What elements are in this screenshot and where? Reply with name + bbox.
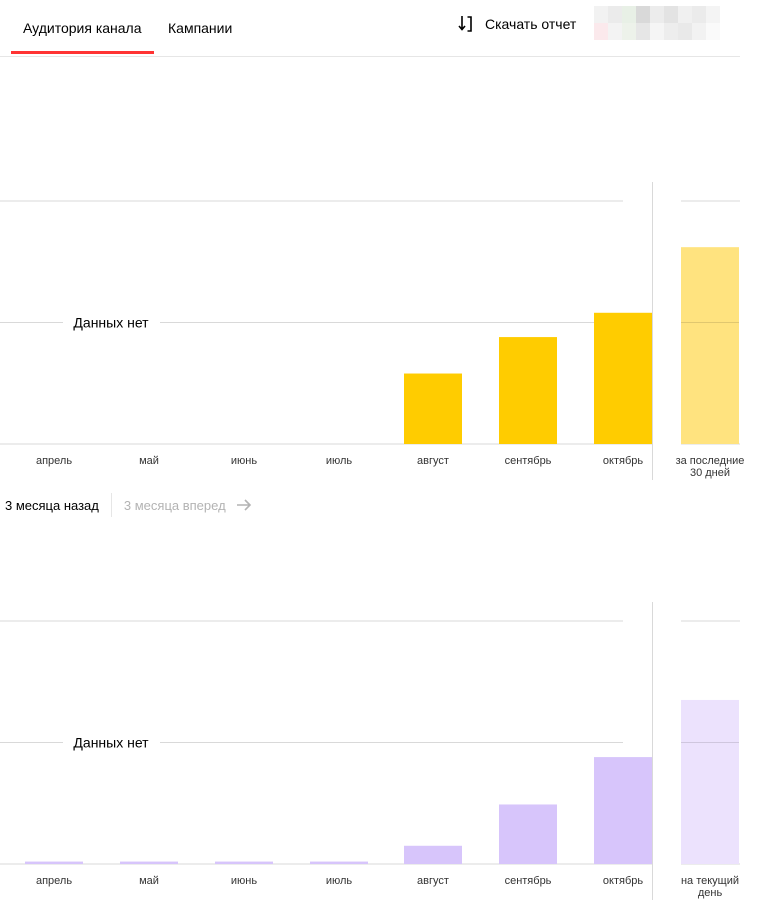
audience-chart-svg: Данных нет апрель май июнь июль август сентябр…	[0, 182, 745, 480]
audience-chart: Данных нет апрель май июнь июль август сентябр…	[0, 182, 779, 482]
account-blur-cell	[594, 6, 608, 23]
month-label: сентябрь	[505, 455, 552, 467]
account-blur-cell	[608, 23, 622, 40]
summary-label-line: 30 дней	[690, 467, 730, 479]
summary-label-line: на текущий	[681, 875, 739, 887]
account-blur-cell	[678, 23, 692, 40]
three-months-forward-label: 3 месяца вперед	[123, 497, 226, 513]
download-report-button[interactable]: Скачать отчет	[458, 14, 576, 34]
summary-label-line: за последние	[676, 455, 745, 467]
month-label: июнь	[231, 875, 257, 887]
bar-3[interactable]	[215, 861, 273, 864]
account-blur-cell	[706, 6, 720, 23]
bar-6[interactable]	[499, 804, 557, 864]
account-blur-cell	[636, 23, 650, 40]
bar-2[interactable]	[120, 861, 178, 864]
three-months-forward-button[interactable]: 3 месяца вперед	[112, 498, 252, 513]
account-blur-cell	[692, 6, 706, 23]
tab-campaigns[interactable]: Кампании	[168, 20, 233, 36]
bar-5[interactable]	[404, 845, 462, 864]
account-blur-cell	[622, 23, 636, 40]
tab-bar: Аудитория канала Кампании Скачать отчет	[0, 0, 740, 57]
account-blur-cell	[664, 6, 678, 23]
month-label: апрель	[36, 455, 72, 467]
month-label: август	[417, 875, 449, 887]
month-label: апрель	[36, 875, 72, 887]
account-blur-cell	[692, 23, 706, 40]
month-label: октябрь	[603, 875, 643, 887]
current-audience-chart-svg: Данных нет апрель май июнь июль август сентябр…	[0, 602, 740, 900]
account-blur-cell	[636, 6, 650, 23]
summary-bar[interactable]	[681, 247, 739, 444]
account-blur-cell	[594, 23, 608, 40]
summary-bar[interactable]	[681, 699, 739, 864]
current-audience-chart: Данных нет апрель май июнь июль август сентябр…	[0, 602, 779, 902]
bar-5[interactable]	[404, 373, 462, 444]
account-blur-cell	[678, 6, 692, 23]
no-data-label: Данных нет	[73, 735, 149, 751]
account-blur-cell	[622, 6, 636, 23]
bar-7[interactable]	[594, 312, 652, 444]
bar-4[interactable]	[310, 861, 368, 864]
arrow-right-icon	[236, 499, 251, 511]
month-label: июль	[326, 875, 353, 887]
month-label: август	[417, 455, 449, 467]
month-label: сентябрь	[505, 875, 552, 887]
month-label: июнь	[231, 455, 257, 467]
bar-7[interactable]	[594, 757, 652, 864]
download-sort-icon	[458, 15, 474, 33]
account-blur-cell	[650, 6, 664, 23]
download-report-label: Скачать отчет	[485, 16, 577, 32]
no-data-label: Данных нет	[73, 315, 149, 331]
month-label: май	[139, 875, 159, 887]
bar-1[interactable]	[25, 861, 83, 864]
tab-channel-audience[interactable]: Аудитория канала	[11, 20, 153, 54]
account-blur-cell	[706, 23, 720, 40]
bar-6[interactable]	[499, 337, 557, 444]
account-avatar-blurred[interactable]	[594, 6, 720, 40]
period-pager: 3 месяца назад 3 месяца вперед	[0, 493, 252, 517]
account-blur-cell	[650, 23, 664, 40]
month-label: июль	[326, 455, 353, 467]
account-blur-cell	[608, 6, 622, 23]
month-label: октябрь	[603, 455, 643, 467]
three-months-back-button[interactable]: 3 месяца назад	[5, 497, 99, 513]
pager-divider	[110, 493, 112, 517]
account-blur-cell	[664, 23, 678, 40]
month-label: май	[139, 455, 159, 467]
summary-label-line: день	[698, 887, 723, 899]
